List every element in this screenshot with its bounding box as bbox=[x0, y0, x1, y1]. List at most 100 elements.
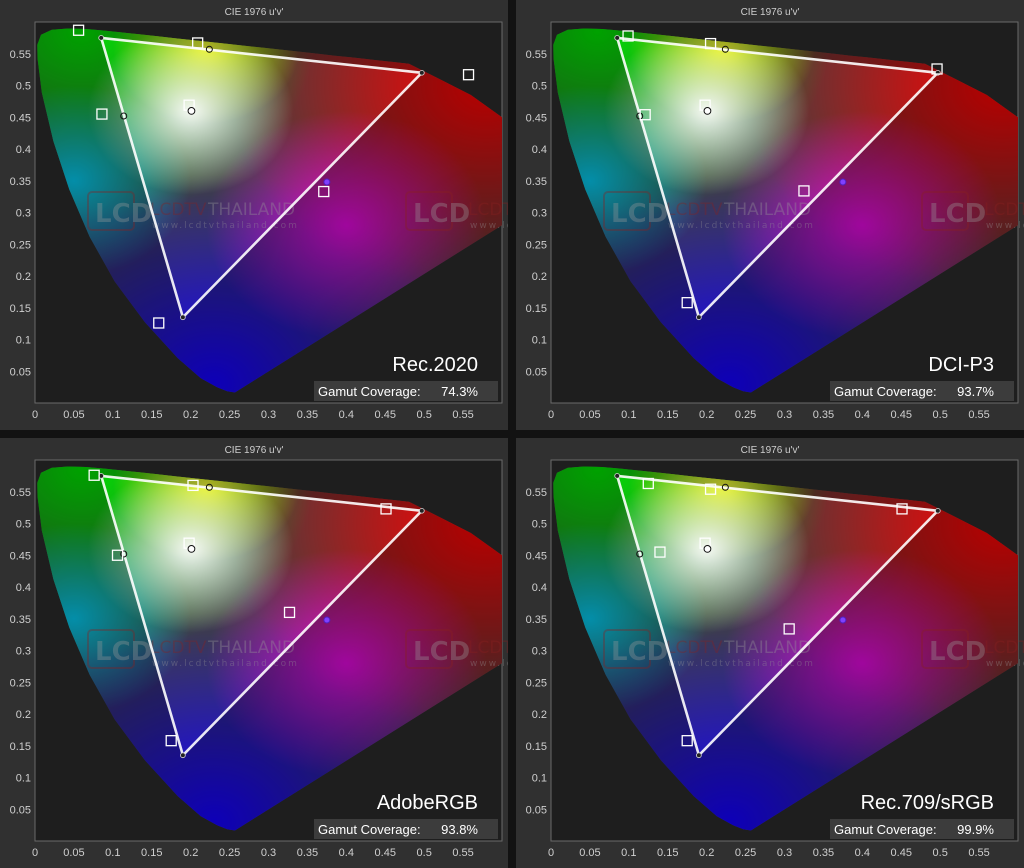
target-point bbox=[783, 623, 795, 635]
measured-gamut-triangle bbox=[99, 36, 425, 320]
y-tick-label: 0.45 bbox=[526, 550, 547, 562]
coverage-value: 93.8% bbox=[441, 822, 478, 837]
watermark-url: www.lcdtvthailand.com bbox=[986, 221, 1024, 231]
x-tick-label: 0.4 bbox=[855, 847, 870, 859]
coverage-value: 99.9% bbox=[957, 822, 994, 837]
watermark-logo: LCD bbox=[611, 637, 668, 667]
y-tick-label: 0.55 bbox=[10, 49, 31, 61]
target-point bbox=[88, 469, 100, 481]
y-tick-label: 0.15 bbox=[10, 303, 31, 315]
measured-point bbox=[323, 616, 331, 624]
target-point bbox=[704, 37, 717, 50]
y-tick-label: 0.4 bbox=[16, 144, 31, 156]
coverage-box bbox=[314, 381, 498, 401]
y-tick-label: 0.5 bbox=[532, 81, 547, 93]
measured-gamut-triangle bbox=[615, 474, 941, 758]
watermark-url: www.lcdtvthailand.com bbox=[668, 221, 815, 231]
measured-point bbox=[839, 616, 847, 624]
target-point bbox=[622, 30, 634, 42]
y-tick-label: 0.4 bbox=[532, 144, 547, 156]
chart-panel: LCD LCDTV THAILAND www.lcdtvthailand.com LCD… bbox=[0, 0, 508, 430]
coverage-label: Gamut Coverage: bbox=[318, 822, 421, 837]
measured-primary-point bbox=[98, 35, 104, 41]
y-tick-label: 0.05 bbox=[10, 804, 31, 816]
measured-point bbox=[839, 178, 847, 186]
x-tick-label: 0.25 bbox=[219, 847, 240, 859]
y-tick-label: 0.5 bbox=[532, 519, 547, 531]
measured-primary-point bbox=[614, 473, 620, 479]
x-tick-label: 0 bbox=[32, 409, 38, 421]
x-tick-label: 0.05 bbox=[63, 409, 84, 421]
watermark-logo: LCD bbox=[413, 199, 470, 229]
measured-point bbox=[205, 45, 213, 53]
x-tick-label: 0.05 bbox=[579, 847, 600, 859]
y-tick-label: 0.2 bbox=[532, 271, 547, 283]
y-tick-label: 0.25 bbox=[526, 677, 547, 689]
x-tick-label: 0.5 bbox=[933, 409, 948, 421]
x-tick-label: 0.3 bbox=[261, 409, 276, 421]
measured-primary-point bbox=[180, 752, 186, 759]
x-tick-label: 0.35 bbox=[813, 847, 834, 859]
x-tick-label: 0.1 bbox=[105, 409, 120, 421]
measured-point bbox=[205, 483, 213, 491]
watermark-name: LCDTV bbox=[984, 200, 1024, 220]
target-point bbox=[283, 606, 296, 619]
measured-primary-point bbox=[419, 70, 425, 76]
target-point bbox=[798, 185, 810, 197]
x-tick-label: 0.05 bbox=[63, 847, 84, 859]
chart-panel: LCD LCDTV THAILAND www.lcdtvthailand.com LCD… bbox=[516, 438, 1024, 868]
watermark-name: LCDTV bbox=[468, 200, 508, 220]
x-tick-label: 0.5 bbox=[417, 409, 432, 421]
y-tick-label: 0.15 bbox=[526, 741, 547, 753]
measured-gamut-triangle bbox=[615, 36, 941, 320]
target-point bbox=[192, 37, 204, 49]
measured-point bbox=[323, 178, 331, 186]
x-tick-label: 0.45 bbox=[891, 409, 912, 421]
target-point bbox=[931, 63, 943, 75]
y-tick-label: 0.45 bbox=[10, 112, 31, 124]
x-tick-label: 0.3 bbox=[777, 847, 792, 859]
y-tick-label: 0.05 bbox=[10, 366, 31, 378]
standard-label: DCI-P3 bbox=[928, 354, 994, 376]
measured-primary-point bbox=[614, 35, 620, 41]
target-point bbox=[639, 109, 651, 121]
x-tick-label: 0.1 bbox=[105, 847, 120, 859]
y-tick-label: 0.45 bbox=[526, 112, 547, 124]
spectral-locus bbox=[553, 28, 1018, 393]
x-tick-label: 0.4 bbox=[339, 847, 354, 859]
white-point-measured bbox=[187, 107, 196, 115]
chart-panel: LCD LCDTV THAILAND www.lcdtvthailand.com LCD… bbox=[516, 0, 1024, 430]
y-tick-label: 0.15 bbox=[526, 303, 547, 315]
measured-point bbox=[721, 45, 729, 53]
target-point bbox=[165, 735, 177, 747]
x-tick-label: 0.05 bbox=[579, 409, 600, 421]
x-tick-label: 0.15 bbox=[657, 847, 678, 859]
x-tick-label: 0.45 bbox=[375, 847, 396, 859]
x-tick-label: 0.25 bbox=[735, 847, 756, 859]
watermark-name: LCDTV bbox=[468, 638, 508, 658]
y-tick-label: 0.35 bbox=[10, 614, 31, 626]
target-point bbox=[704, 483, 717, 495]
x-tick-label: 0.45 bbox=[375, 409, 396, 421]
y-tick-label: 0.5 bbox=[16, 519, 31, 531]
x-tick-label: 0.1 bbox=[621, 847, 636, 859]
x-tick-label: 0 bbox=[32, 847, 38, 859]
watermark-name: LCDTV bbox=[666, 200, 723, 220]
watermark-name-suffix: THAILAND bbox=[723, 200, 811, 220]
watermark-url: www.lcdtvthailand.com bbox=[470, 659, 508, 669]
x-tick-label: 0.25 bbox=[735, 409, 756, 421]
measured-point bbox=[120, 550, 128, 558]
y-tick-label: 0.5 bbox=[16, 81, 31, 93]
y-tick-label: 0.55 bbox=[10, 487, 31, 499]
coverage-label: Gamut Coverage: bbox=[318, 384, 421, 399]
watermark-name: LCDTV bbox=[666, 638, 723, 658]
y-tick-label: 0.35 bbox=[10, 176, 31, 188]
y-tick-label: 0.35 bbox=[526, 176, 547, 188]
x-tick-label: 0.15 bbox=[141, 409, 162, 421]
x-tick-label: 0.2 bbox=[183, 847, 198, 859]
coverage-box bbox=[314, 819, 498, 839]
